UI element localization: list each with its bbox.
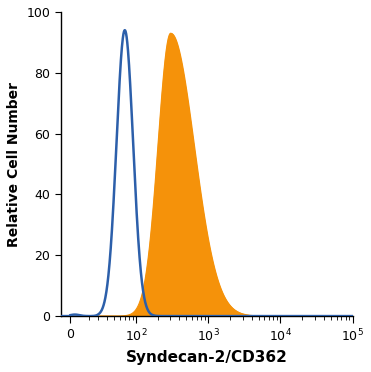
X-axis label: Syndecan-2/CD362: Syndecan-2/CD362	[126, 350, 288, 365]
Y-axis label: Relative Cell Number: Relative Cell Number	[7, 81, 21, 247]
